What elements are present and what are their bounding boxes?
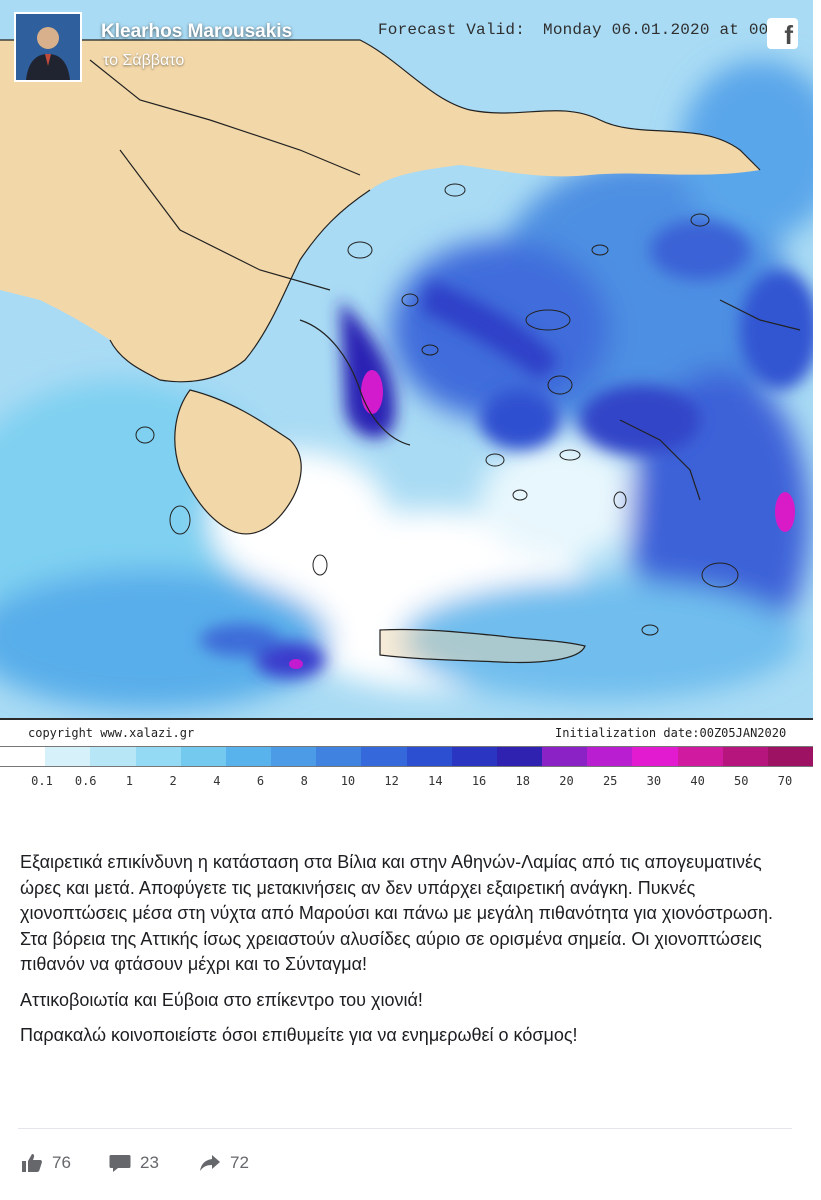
legend-tick-label: 50	[734, 774, 749, 788]
legend-tick-label: 6	[256, 774, 265, 788]
share-arrow-icon	[200, 1155, 220, 1171]
post-timestamp[interactable]: το Σάββατο	[103, 52, 185, 69]
legend-color-cell	[135, 747, 181, 766]
legend-color-bar	[0, 746, 814, 767]
forecast-valid-date: Monday 06.01.2020 at 00	[543, 21, 769, 39]
author-avatar[interactable]	[14, 12, 82, 82]
legend-tick-label: 10	[340, 774, 356, 788]
legend-tick-label: 20	[559, 774, 574, 788]
precipitation-map-image	[0, 0, 813, 720]
legend-color-cell	[767, 747, 814, 766]
person-icon	[16, 14, 80, 80]
map-initialization-date: Initialization date:00Z05JAN2020	[555, 726, 787, 740]
post-paragraph: Εξαιρετικά επικίνδυνη η κατάσταση στα Βί…	[20, 852, 773, 974]
share-button[interactable]: 72	[198, 1150, 249, 1176]
legend-tick-label: 2	[169, 774, 177, 788]
legend-tick-label: 0.1	[31, 774, 53, 788]
legend-labels: 0.1 0.6 1 2 4 6 8 10 12 14 16 18 20 25 30 40 50 70	[0, 774, 813, 790]
comment-icon	[109, 1155, 131, 1172]
post-paragraph: Παρακαλώ κοινοποιείστε όσοι επιθυμείτε γ…	[20, 1025, 578, 1045]
legend-color-cell	[361, 747, 407, 766]
legend-tick-label: 14	[428, 774, 443, 788]
precipitation-legend: 0.1 0.6 1 2 4 6 8 10 12 14 16 18 20 25 30 40 50 70	[0, 746, 814, 796]
reactions-bar: 76 23 72	[0, 1128, 813, 1200]
post-header: Klearhos Marousakis το Σάββατο Forecast …	[0, 0, 813, 86]
legend-color-cell	[271, 747, 317, 766]
legend-color-cell	[451, 747, 497, 766]
legend-color-cell	[316, 747, 362, 766]
map-copyright: copyright www.xalazi.gr	[28, 726, 195, 740]
legend-tick-label: 30	[646, 774, 662, 788]
legend-tick-label: 1	[125, 774, 134, 788]
legend-color-cell	[587, 747, 633, 766]
legend-color-cell	[180, 747, 226, 766]
legend-color-cell	[542, 747, 588, 766]
share-count: 72	[230, 1153, 249, 1172]
author-name[interactable]: Klearhos Marousakis	[101, 21, 293, 42]
legend-tick-label: 4	[213, 774, 221, 788]
legend-tick-label: 0.6	[74, 774, 97, 788]
legend-color-cell	[45, 747, 91, 766]
legend-color-cell	[677, 747, 723, 766]
comment-count: 23	[140, 1153, 159, 1172]
legend-color-cell	[225, 747, 272, 766]
legend-color-cell	[0, 747, 46, 766]
legend-color-cell	[406, 747, 452, 766]
legend-tick-label: 16	[471, 774, 487, 788]
like-count: 76	[52, 1153, 71, 1172]
like-button[interactable]: 76	[20, 1150, 71, 1176]
legend-color-cell	[722, 747, 768, 766]
legend-color-cell	[496, 747, 543, 766]
post-paragraph: Αττικοβοιωτία και Εύβοια στο επίκεντρο τ…	[20, 989, 423, 1010]
legend-tick-label: 25	[602, 774, 618, 788]
legend-tick-label: 18	[515, 774, 530, 788]
divider	[18, 1128, 792, 1129]
comment-button[interactable]: 23	[108, 1150, 159, 1176]
legend-tick-label: 12	[384, 774, 399, 788]
forecast-valid-label: Forecast Valid: Monday 06.01.2020 at 00	[378, 21, 768, 39]
legend-tick-label: 8	[300, 774, 308, 788]
post-body: Εξαιρετικά επικίνδυνη η κατάσταση στα Βί…	[20, 850, 780, 1059]
map-footer: copyright www.xalazi.gr Initialization d…	[0, 718, 813, 750]
legend-tick-label: 70	[777, 774, 793, 788]
legend-tick-label: 40	[690, 774, 705, 788]
legend-color-cell	[632, 747, 678, 766]
forecast-valid-title: Forecast Valid:	[378, 21, 526, 39]
forecast-map: Klearhos Marousakis το Σάββατο Forecast …	[0, 0, 813, 720]
thumbs-up-icon	[22, 1154, 42, 1172]
facebook-icon[interactable]: f	[767, 18, 798, 49]
legend-color-cell	[90, 747, 136, 766]
